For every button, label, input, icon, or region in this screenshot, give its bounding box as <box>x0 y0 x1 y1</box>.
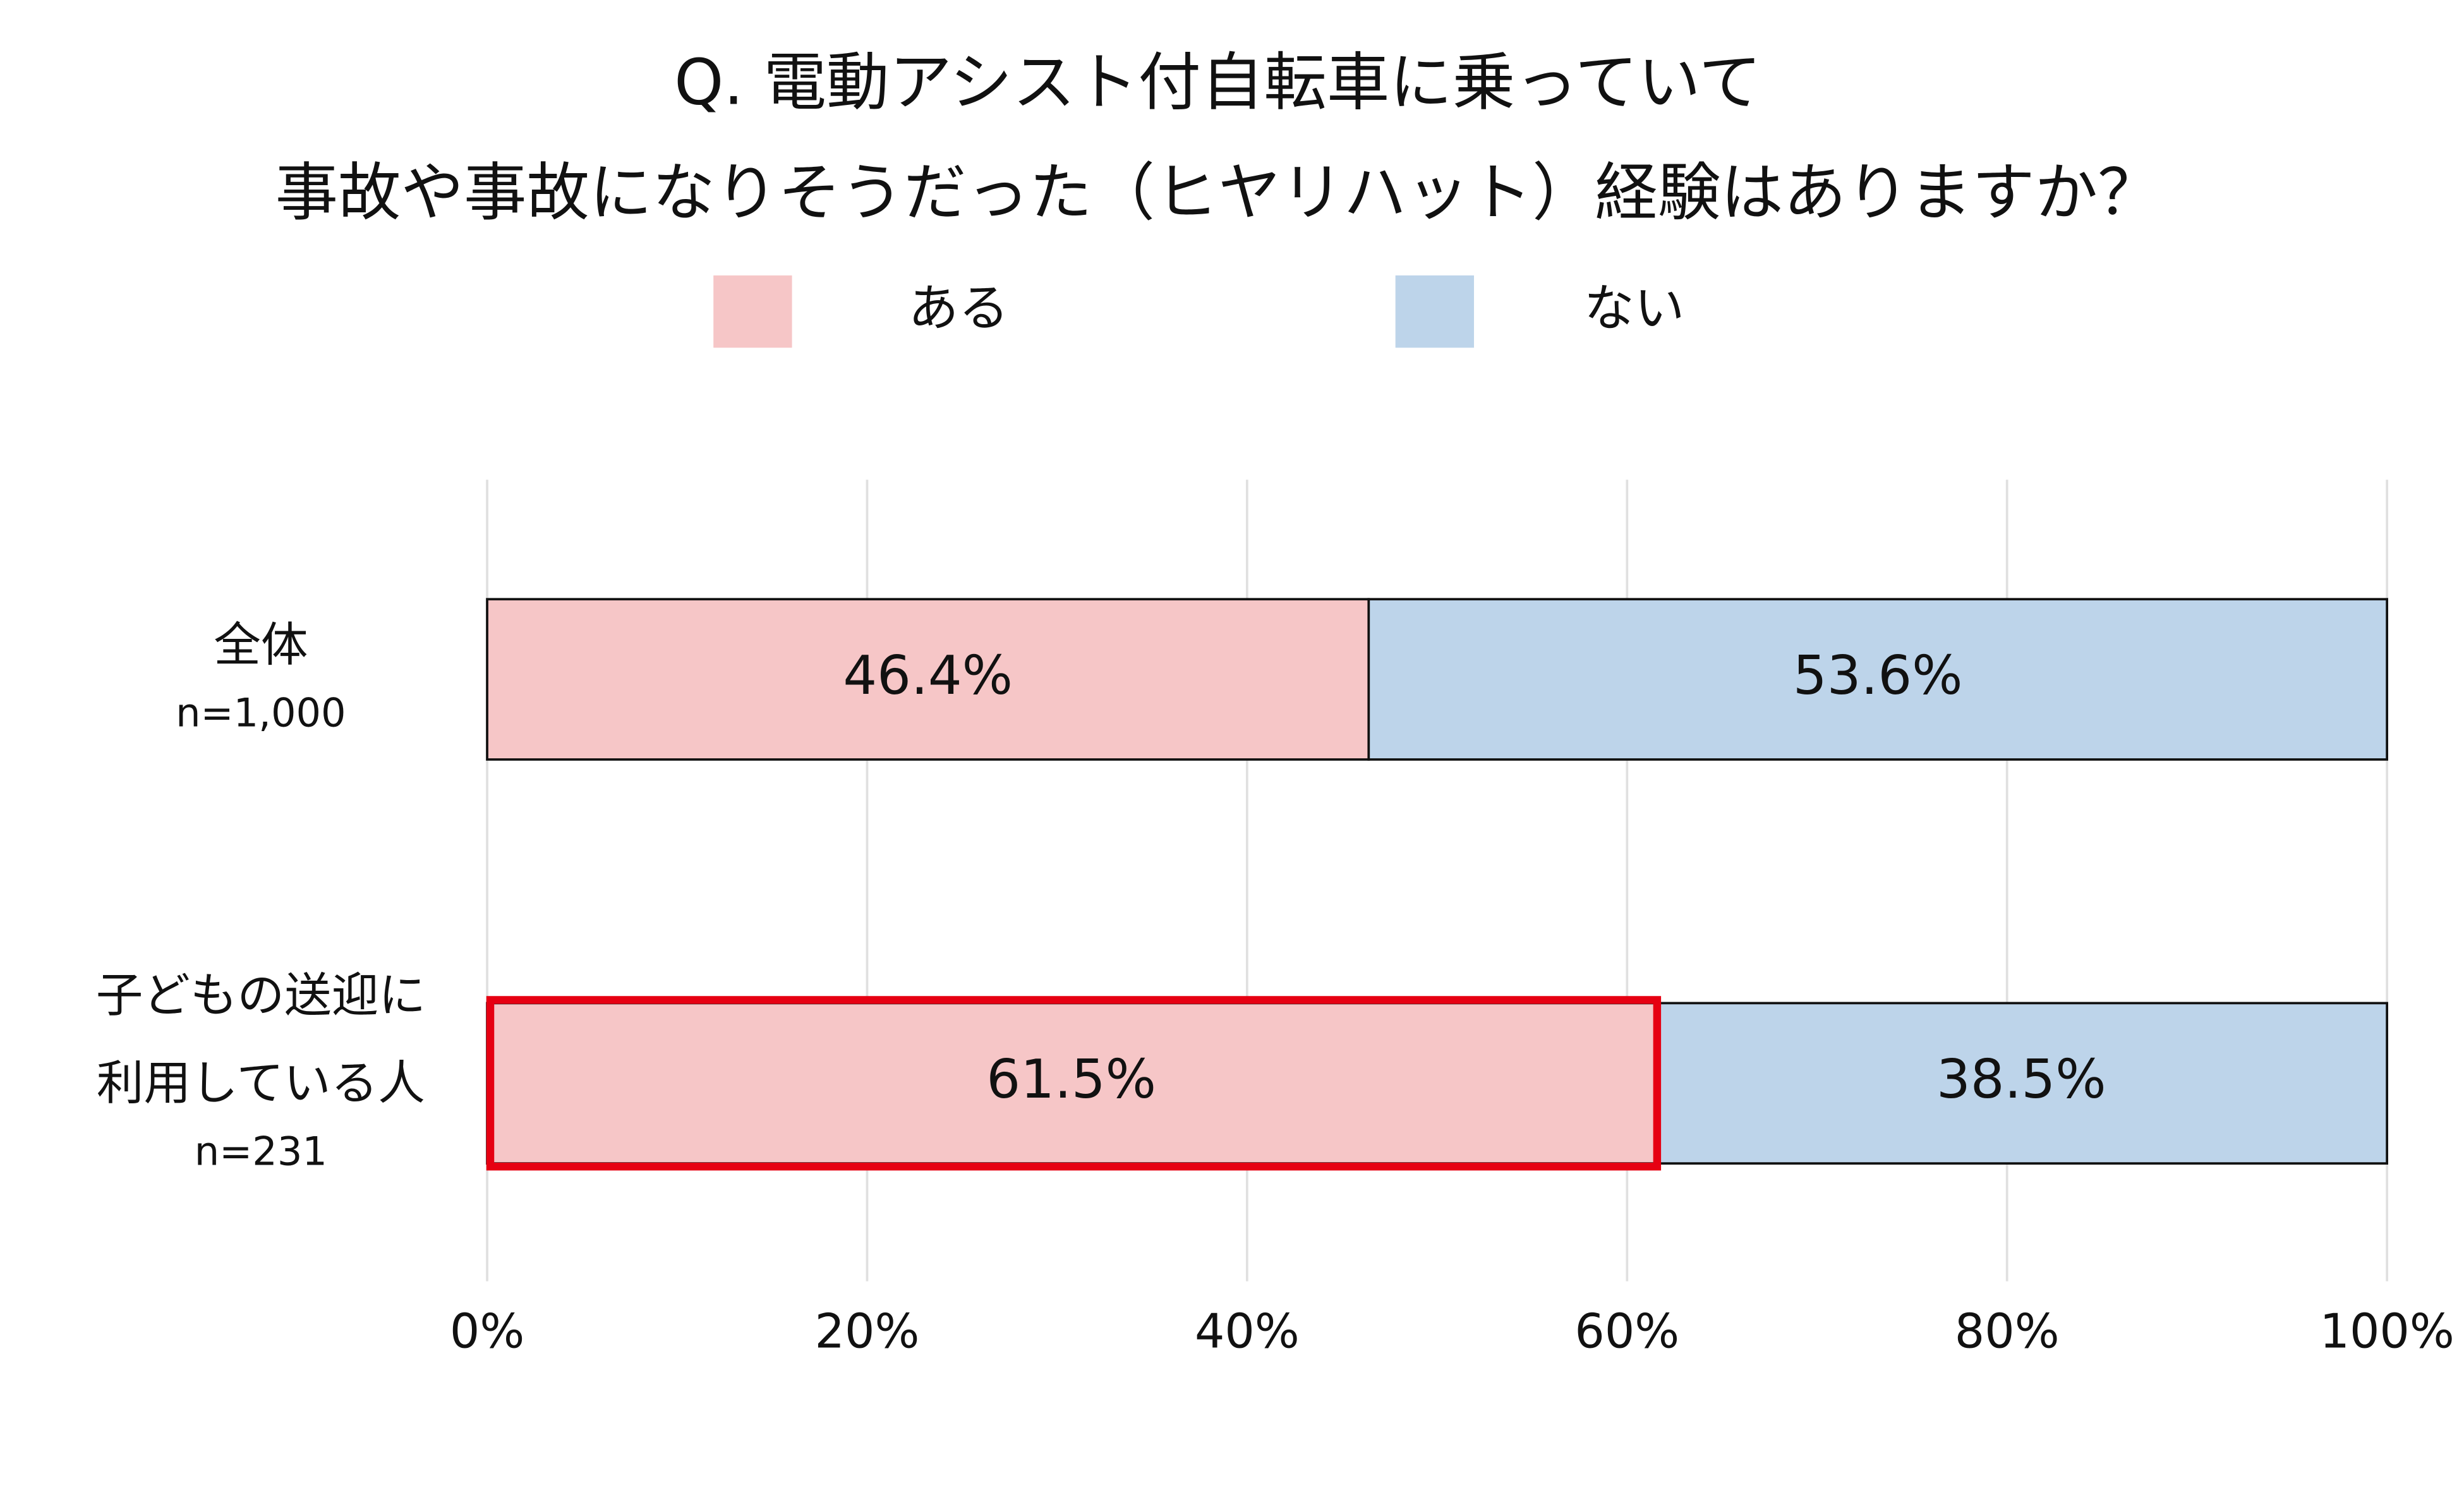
legend-swatch <box>1395 275 1475 348</box>
value-label: 61.5% <box>986 1048 1156 1110</box>
value-label: 38.5% <box>1936 1048 2106 1110</box>
chart-title: Q. 電動アシスト付自転車に乗っていて <box>674 47 1761 119</box>
x-tick-label: 0% <box>450 1304 524 1359</box>
x-tick-label: 40% <box>1195 1304 1300 1359</box>
x-tick-label: 60% <box>1574 1304 1679 1359</box>
bar <box>1654 1002 2388 1165</box>
value-label: 46.4% <box>843 645 1013 706</box>
legend-swatch <box>713 275 792 348</box>
chart-title: 事故や事故になりそうだった（ヒヤリハット）経験はありますか？ <box>275 157 2161 229</box>
bar <box>1367 598 2388 761</box>
sample-size: n=231 <box>195 1128 327 1174</box>
value-label: 53.6% <box>1793 645 1963 706</box>
x-tick-label: 100% <box>2319 1304 2454 1359</box>
x-tick-label: 20% <box>815 1304 920 1359</box>
bar <box>486 598 1370 761</box>
sample-size: n=1,000 <box>176 689 346 736</box>
legend-label: ある <box>909 279 1009 337</box>
highlight-box <box>486 996 1662 1171</box>
legend-label: ない <box>1584 279 1684 337</box>
bar <box>486 1002 1657 1165</box>
x-tick-label: 80% <box>1955 1304 2060 1359</box>
category-label: 利用している人 <box>97 1056 425 1111</box>
category-label: 全体 <box>214 617 308 672</box>
category-label: 子どもの送迎に <box>96 967 426 1022</box>
